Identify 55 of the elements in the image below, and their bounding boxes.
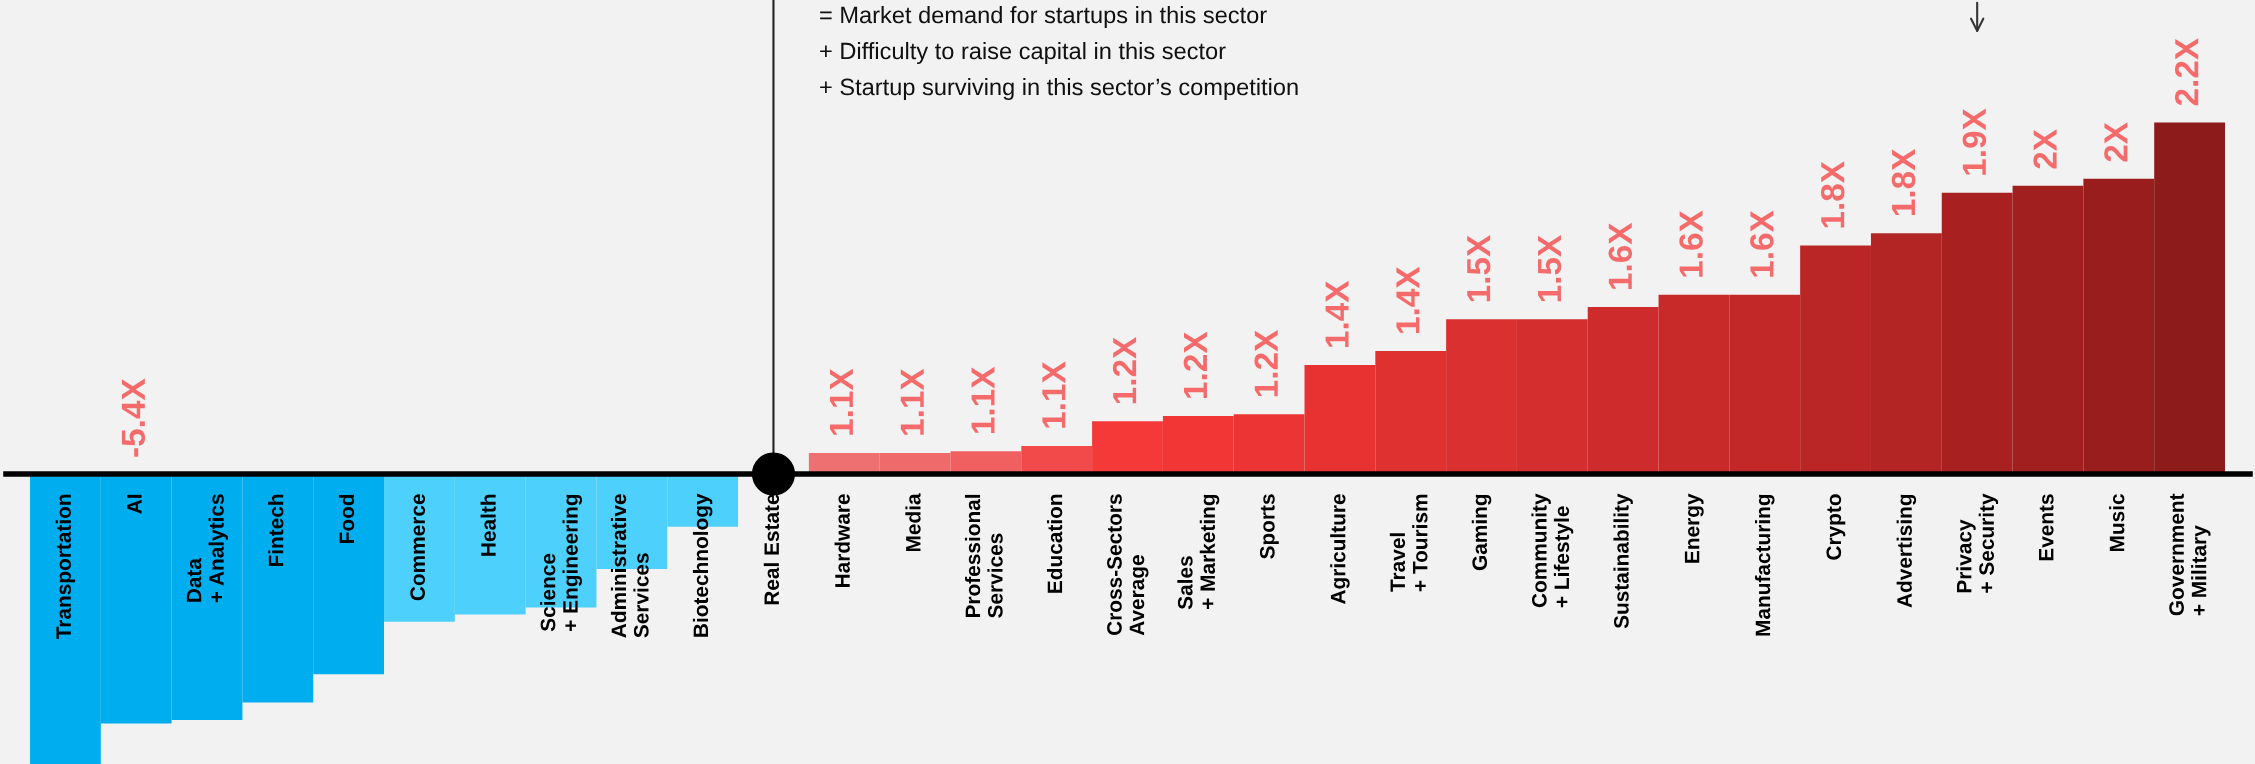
annotation: 1.6X (1679, 210, 1703, 277)
x-tick-label: Travel + Tourism (1389, 494, 1428, 592)
annotation: 2.2X (2174, 38, 2199, 106)
x-tick-label: Agriculture (1330, 494, 1350, 605)
x-tick-label: Gaming (1471, 494, 1492, 571)
annotation: 1.2X (1254, 329, 1278, 397)
annotation: 1.6X (1750, 210, 1774, 277)
x-tick-label: Sustainability (1613, 493, 1633, 629)
x-tick-label: Real Estate (763, 494, 780, 605)
annotation: 1.5X (1467, 235, 1491, 302)
annotation: 1.2X (1112, 336, 1137, 404)
text: = Market demand for startups in this sector (820, 6, 1267, 29)
annotation: 1.4X (1325, 280, 1349, 347)
x-tick-label: Crypto (1826, 494, 1846, 560)
x-tick-label: Science + Engineering (540, 494, 583, 632)
x-tick-label: Advertising (1896, 494, 1917, 608)
x-tick-label: Biotechnology (692, 493, 713, 637)
annotation: 1.1X (971, 366, 995, 434)
x-tick-label: Sports (1259, 494, 1279, 559)
x-tick-label: Education (1046, 494, 1063, 593)
x-tick-label: Government + Military (2169, 493, 2211, 616)
x-tick-label: Cross-Sectors Average (1107, 494, 1149, 636)
annotation: 1.1X (829, 368, 853, 435)
x-tick-label: Privacy + Security (1956, 493, 1999, 593)
text: + Startup surviving in this sector’s competition (820, 78, 1298, 101)
x-tick-label: Events (2039, 494, 2054, 561)
x-tick-label: Transportation (55, 494, 76, 640)
x-tick-label: Hardware (834, 494, 850, 587)
annotation: 1.2X (1183, 331, 1207, 398)
annotation: 1.8X (1891, 148, 1916, 216)
annotation: 1.1X (1042, 361, 1066, 428)
x-tick-label: Fintech (268, 494, 284, 567)
annotation: -5.4X (121, 378, 146, 457)
annotation: 1.4X (1396, 266, 1420, 333)
text: + Difficulty to raise capital in this sector (820, 42, 1226, 65)
x-tick-label: Food (338, 494, 355, 543)
x-tick-label: AI (127, 494, 142, 514)
x-tick-label: Data + Analytics (186, 494, 228, 603)
x-tick-label: Sales + Marketing (1177, 494, 1220, 610)
annotation: 2X (2033, 129, 2057, 169)
annotation: 1.8X (1820, 161, 1845, 228)
x-tick-label: Community + Lifestyle (1531, 493, 1574, 608)
x-tick-label: Professional Services (964, 494, 1003, 618)
x-tick-label: Music (2109, 494, 2125, 552)
x-tick-label: Media (905, 493, 921, 552)
annotation: 1.6X (1608, 222, 1633, 289)
x-tick-label: Administrative Services (610, 494, 649, 638)
annotation: 1.9X (1962, 108, 1987, 175)
x-tick-label: Manufacturing (1755, 494, 1775, 636)
x-tick-label: Health (480, 494, 496, 556)
annotation: 2X (2104, 122, 2128, 162)
x-tick-label: Energy (1684, 493, 1704, 563)
annotation: 1.1X (900, 368, 924, 435)
annotation: 1.5X (1538, 235, 1562, 302)
x-tick-label: Commerce (410, 494, 426, 601)
